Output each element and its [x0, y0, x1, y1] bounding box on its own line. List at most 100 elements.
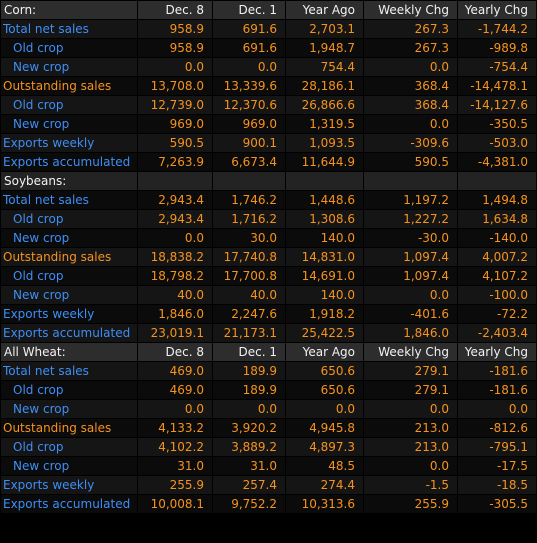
cell-weekly-chg: 1,097.4: [364, 267, 457, 285]
cell-yearly-chg: -812.6: [458, 419, 536, 437]
section-title: Soybeans:: [1, 172, 137, 190]
row-label-new-crop: New crop: [1, 58, 137, 76]
row-label-outstanding-sales: Outstanding sales: [1, 248, 137, 266]
row-label-old-crop: Old crop: [1, 210, 137, 228]
cell-dec-1: 691.6: [213, 39, 285, 57]
cell-weekly-chg: 1,227.2: [364, 210, 457, 228]
cell-dec-1: 0.0: [213, 400, 285, 418]
cell-yearly-chg: -18.5: [458, 476, 536, 494]
cell-year-ago: 1,948.7: [286, 39, 363, 57]
cell-dec-8: 2,943.4: [138, 210, 212, 228]
cell-dec-1: 1,746.2: [213, 191, 285, 209]
cell-dec-1: 3,920.2: [213, 419, 285, 437]
cell-year-ago: 14,691.0: [286, 267, 363, 285]
cell-weekly-chg: 0.0: [364, 457, 457, 475]
table-row: New crop 0.0 0.0 754.4 0.0 -754.4: [1, 58, 536, 76]
cell-dec-1: 1,716.2: [213, 210, 285, 228]
cell-year-ago: 274.4: [286, 476, 363, 494]
row-label-exports-accumulated: Exports accumulated: [1, 153, 137, 171]
row-label-old-crop: Old crop: [1, 267, 137, 285]
cell-weekly-chg: 0.0: [364, 286, 457, 304]
cell-weekly-chg: -30.0: [364, 229, 457, 247]
cell-dec-1: 257.4: [213, 476, 285, 494]
row-label-new-crop: New crop: [1, 457, 137, 475]
row-label-total-net-sales: Total net sales: [1, 20, 137, 38]
row-label-old-crop: Old crop: [1, 438, 137, 456]
cell-weekly-chg: 0.0: [364, 400, 457, 418]
row-label-exports-accumulated: Exports accumulated: [1, 495, 137, 513]
cell-weekly-chg: 0.0: [364, 115, 457, 133]
cell-year-ago: 140.0: [286, 286, 363, 304]
row-label-new-crop: New crop: [1, 115, 137, 133]
table-row: Outstanding sales 4,133.2 3,920.2 4,945.8 21…: [1, 419, 536, 437]
cell-dec-8: 255.9: [138, 476, 212, 494]
cell-dec-8: 4,133.2: [138, 419, 212, 437]
cell-year-ago: 28,186.1: [286, 77, 363, 95]
row-label-new-crop: New crop: [1, 286, 137, 304]
cell-dec-8: 0.0: [138, 229, 212, 247]
cell-dec-8: 13,708.0: [138, 77, 212, 95]
table-row: Exports accumulated 7,263.9 6,673.4 11,644.…: [1, 153, 536, 171]
cell-dec-1: 12,370.6: [213, 96, 285, 114]
cell-weekly-chg: 368.4: [364, 77, 457, 95]
cell-weekly-chg: 213.0: [364, 438, 457, 456]
table-row: New crop 0.0 0.0 0.0 0.0 0.0: [1, 400, 536, 418]
row-label-exports-weekly: Exports weekly: [1, 305, 137, 323]
cell-weekly-chg: 0.0: [364, 58, 457, 76]
section-header-soybeans: Soybeans:: [1, 172, 536, 190]
cell-dec-8: 469.0: [138, 381, 212, 399]
cell-dec-1: 21,173.1: [213, 324, 285, 342]
table-row: Total net sales 469.0 189.9 650.6 279.1 -181.…: [1, 362, 536, 380]
cell-yearly-chg: 0.0: [458, 400, 536, 418]
cell-dec-1: 30.0: [213, 229, 285, 247]
row-label-exports-weekly: Exports weekly: [1, 476, 137, 494]
cell-weekly-chg: 1,846.0: [364, 324, 457, 342]
cell-year-ago: 48.5: [286, 457, 363, 475]
column-header-year-ago: Year Ago: [286, 343, 363, 361]
cell-dec-8: 969.0: [138, 115, 212, 133]
cell-year-ago: 754.4: [286, 58, 363, 76]
section-title: Corn:: [1, 1, 137, 19]
cell-yearly-chg: -14,127.6: [458, 96, 536, 114]
cell-year-ago: 1,093.5: [286, 134, 363, 152]
row-label-old-crop: Old crop: [1, 39, 137, 57]
table-row: New crop 0.0 30.0 140.0 -30.0 -140.0: [1, 229, 536, 247]
cell-weekly-chg: 1,097.4: [364, 248, 457, 266]
cell-year-ago: 11,644.9: [286, 153, 363, 171]
table-row: Exports weekly 590.5 900.1 1,093.5 -309.6 -50…: [1, 134, 536, 152]
cell-dec-8: 0.0: [138, 400, 212, 418]
cell-dec-8: 23,019.1: [138, 324, 212, 342]
table-row: Old crop 4,102.2 3,889.2 4,897.3 213.0 -795.1: [1, 438, 536, 456]
cell-weekly-chg: 255.9: [364, 495, 457, 513]
column-header-yearly-chg: Yearly Chg: [458, 343, 536, 361]
cell-year-ago: 1,448.6: [286, 191, 363, 209]
empty-header-cell: [364, 172, 457, 190]
column-header-weekly-chg: Weekly Chg: [364, 343, 457, 361]
cell-dec-8: 12,739.0: [138, 96, 212, 114]
cell-year-ago: 10,313.6: [286, 495, 363, 513]
cell-year-ago: 4,945.8: [286, 419, 363, 437]
column-header-dec-8: Dec. 8: [138, 343, 212, 361]
cell-year-ago: 650.6: [286, 362, 363, 380]
table-row: Old crop 958.9 691.6 1,948.7 267.3 -989.8: [1, 39, 536, 57]
cell-dec-8: 469.0: [138, 362, 212, 380]
export-sales-table: Corn: Dec. 8 Dec. 1 Year Ago Weekly Chg Yearl…: [0, 0, 537, 514]
cell-year-ago: 25,422.5: [286, 324, 363, 342]
cell-yearly-chg: -17.5: [458, 457, 536, 475]
row-label-new-crop: New crop: [1, 400, 137, 418]
cell-dec-1: 13,339.6: [213, 77, 285, 95]
cell-dec-1: 900.1: [213, 134, 285, 152]
empty-header-cell: [213, 172, 285, 190]
cell-weekly-chg: -1.5: [364, 476, 457, 494]
cell-weekly-chg: 267.3: [364, 20, 457, 38]
row-label-exports-accumulated: Exports accumulated: [1, 324, 137, 342]
cell-weekly-chg: 267.3: [364, 39, 457, 57]
row-label-total-net-sales: Total net sales: [1, 362, 137, 380]
cell-dec-8: 18,838.2: [138, 248, 212, 266]
cell-dec-1: 691.6: [213, 20, 285, 38]
cell-dec-1: 6,673.4: [213, 153, 285, 171]
cell-yearly-chg: -181.6: [458, 362, 536, 380]
cell-yearly-chg: 1,494.8: [458, 191, 536, 209]
cell-yearly-chg: -181.6: [458, 381, 536, 399]
row-label-old-crop: Old crop: [1, 96, 137, 114]
